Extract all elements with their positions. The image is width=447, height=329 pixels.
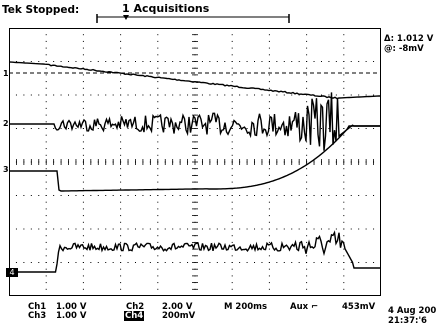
timebase: M 200ms: [224, 302, 268, 312]
date-label: 4 Aug 200: [388, 306, 437, 316]
ch4-scale: 200mV: [162, 311, 196, 321]
ch1-trace: [9, 61, 381, 100]
time-label: 21:37:'6: [388, 316, 427, 326]
trigger-slope-icon: ⌐: [311, 302, 319, 312]
ch2-trace: [9, 92, 381, 151]
cursor-position: @: -8mV: [384, 44, 424, 54]
channel-readouts: Ch1 1.00 V Ch2 2.00 V M 200ms Aux ⌐ 453m…: [0, 300, 447, 329]
ch3-ground-marker[interactable]: 3: [3, 165, 9, 174]
waveform-traces: [9, 61, 381, 273]
cursor-delta: Δ: 1.012 V: [384, 34, 434, 44]
run-state-label: Tek Stopped:: [2, 4, 80, 16]
cursor-readout: Δ: 1.012 V @: -8mV: [384, 34, 433, 54]
record-position-bracket: [96, 14, 290, 23]
ch4-ground-marker[interactable]: 4: [6, 268, 18, 277]
trigger-source: Aux: [290, 302, 309, 312]
ch2-scale: 2.00 V: [162, 302, 193, 312]
timestamp: 4 Aug 200 21:37:'6: [388, 306, 436, 326]
ch4-label: Ch4: [124, 311, 145, 321]
ch3-label: Ch3: [28, 311, 47, 321]
ch1-ground-marker[interactable]: 1: [3, 69, 9, 78]
trigger-level: 453mV: [342, 302, 376, 312]
status-bar: Tek Stopped: 1 Acquisitions: [0, 0, 447, 24]
ch1-scale: 1.00 V: [56, 302, 87, 312]
ch2-ground-marker[interactable]: 2: [3, 119, 9, 128]
ch2-label: Ch2: [126, 302, 145, 312]
ch3-scale: 1.00 V: [56, 311, 87, 321]
ch4-trace: [9, 230, 381, 273]
acquisition-count: 1 Acquisitions: [122, 2, 210, 15]
waveform-display[interactable]: [9, 28, 381, 296]
ch1-label: Ch1: [28, 302, 47, 312]
graticule-grid: [9, 28, 381, 296]
ch3-trace: [9, 125, 381, 192]
